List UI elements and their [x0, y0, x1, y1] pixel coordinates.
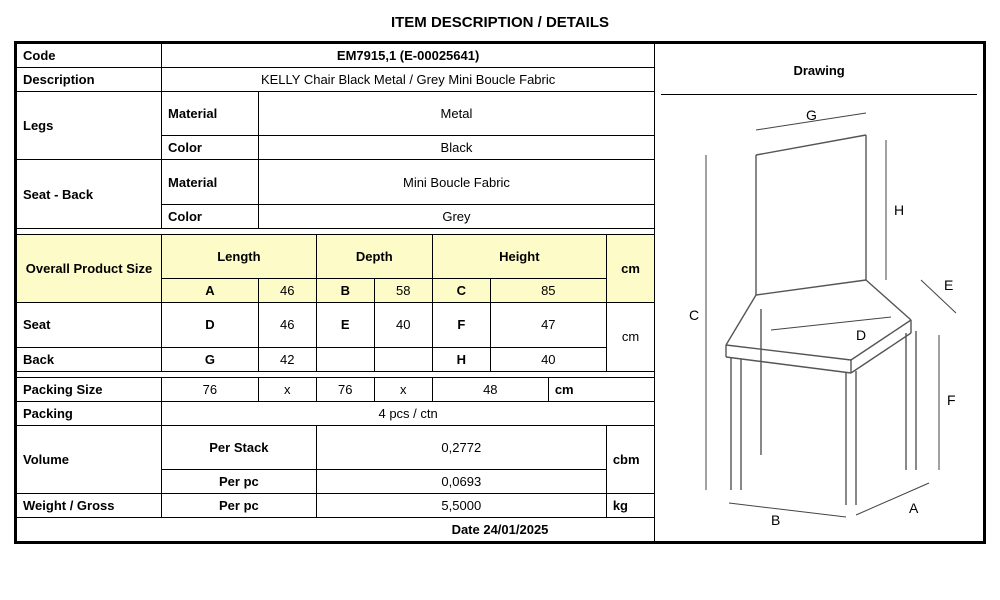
weight-unit: kg — [606, 494, 654, 518]
packing-label: Packing — [17, 401, 162, 425]
F-label: F — [432, 303, 490, 347]
H-label: H — [432, 347, 490, 371]
per-stack-val: 0,2772 — [316, 425, 606, 469]
back-dim-label: Back — [17, 347, 162, 371]
B-val: 58 — [374, 279, 432, 303]
ps-x2: x — [374, 377, 432, 401]
weight-val: 5,5000 — [316, 494, 606, 518]
packing-size-label: Packing Size — [17, 377, 162, 401]
C-val: 85 — [490, 279, 606, 303]
height-label: Height — [432, 234, 606, 278]
H-val: 40 — [490, 347, 606, 371]
spec-table: Code EM7915,1 (E-00025641) Drawing — [16, 43, 984, 542]
seatback-color-label: Color — [162, 204, 259, 228]
legs-color-label: Color — [162, 136, 259, 160]
A-val: 46 — [258, 279, 316, 303]
weight-per-pc-label: Per pc — [162, 494, 317, 518]
A-label: A — [162, 279, 259, 303]
chair-drawing: G H C E D F A B — [661, 95, 981, 535]
dim-E: E — [944, 277, 953, 293]
overall-label: Overall Product Size — [17, 234, 162, 302]
ps-h: 48 — [432, 377, 548, 401]
dim-C: C — [689, 307, 699, 323]
D-val: 46 — [258, 303, 316, 347]
G-val: 42 — [258, 347, 316, 371]
dim-G: G — [806, 107, 817, 123]
seat-dim-label: Seat — [17, 303, 162, 347]
ps-w: 76 — [162, 377, 259, 401]
volume-label: Volume — [17, 425, 162, 493]
B-label: B — [316, 279, 374, 303]
seatback-material-label: Material — [162, 160, 259, 204]
dim-F: F — [947, 392, 956, 408]
code-label: Code — [17, 44, 162, 68]
row-code: Code EM7915,1 (E-00025641) Drawing — [17, 44, 984, 68]
D-label: D — [162, 303, 259, 347]
E-val: 40 — [374, 303, 432, 347]
seat-back-unit: cm — [606, 303, 654, 371]
dim-unit-cm: cm — [606, 234, 654, 302]
drawing-header: Drawing — [661, 47, 977, 95]
dim-H: H — [894, 202, 904, 218]
length-label: Length — [162, 234, 317, 278]
seatback-label: Seat - Back — [17, 160, 162, 228]
ps-unit: cm — [548, 377, 654, 401]
seatback-material-value: Mini Boucle Fabric — [258, 160, 654, 204]
ps-d: 76 — [316, 377, 374, 401]
desc-value: KELLY Chair Black Metal / Grey Mini Bouc… — [162, 68, 655, 92]
ps-x1: x — [258, 377, 316, 401]
dim-A: A — [909, 500, 919, 516]
desc-label: Description — [17, 68, 162, 92]
G-label: G — [162, 347, 259, 371]
legs-material-label: Material — [162, 92, 259, 136]
C-label: C — [432, 279, 490, 303]
page-title: ITEM DESCRIPTION / DETAILS — [14, 14, 986, 31]
packing-value: 4 pcs / ctn — [162, 401, 655, 425]
code-value: EM7915,1 (E-00025641) — [162, 44, 655, 68]
volume-unit: cbm — [606, 425, 654, 493]
per-pc-val: 0,0693 — [316, 470, 606, 494]
drawing-cell: Drawing — [655, 44, 984, 542]
E-label: E — [316, 303, 374, 347]
F-val: 47 — [490, 303, 606, 347]
dim-D: D — [856, 327, 866, 343]
dim-B: B — [771, 512, 780, 528]
legs-label: Legs — [17, 92, 162, 160]
legs-color-value: Black — [258, 136, 654, 160]
per-pc-label: Per pc — [162, 470, 317, 494]
weight-label: Weight / Gross — [17, 494, 162, 518]
per-stack-label: Per Stack — [162, 425, 317, 469]
spec-sheet: Code EM7915,1 (E-00025641) Drawing — [14, 41, 986, 544]
seatback-color-value: Grey — [258, 204, 654, 228]
legs-material-value: Metal — [258, 92, 654, 136]
depth-label: Depth — [316, 234, 432, 278]
